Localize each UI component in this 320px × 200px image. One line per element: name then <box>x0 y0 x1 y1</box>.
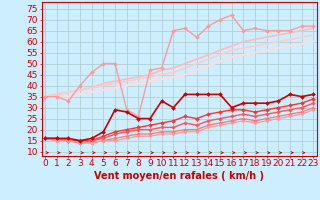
X-axis label: Vent moyen/en rafales ( km/h ): Vent moyen/en rafales ( km/h ) <box>94 171 264 181</box>
